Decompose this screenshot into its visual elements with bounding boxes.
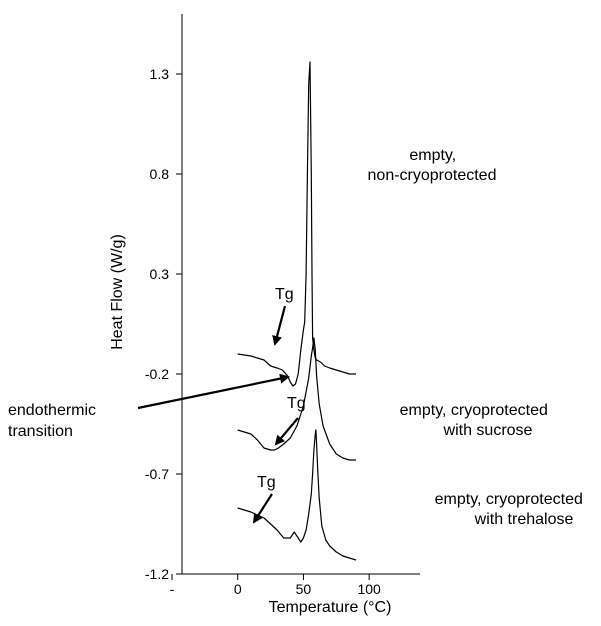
tg-arrow-2 [274,417,299,446]
endothermic-label-line2: transition [8,423,73,440]
y-ticks: 1.3 0.8 0.3 -0.2 -0.7 -1.2 [145,66,182,582]
tg-label-2: Tg [287,395,306,412]
series-group [237,61,357,561]
curve3-label-line2: with trehalose [474,511,574,528]
curve3-label-line1: empty, cryoprotected [435,491,583,508]
series-line-3 [237,429,357,561]
curve1-label-line2: non-cryoprotected [368,167,497,184]
x-tick-label-0: - [170,581,175,597]
curve2-label: empty, cryoprotected with sucrose [400,402,553,439]
y-tick-label-3: -0.2 [145,366,169,382]
curve1-label-line1: empty, [409,147,456,164]
y-tick-label-1: 0.8 [150,166,170,182]
endothermic-label: endothermic transition [8,402,101,440]
tg-arrow-1 [272,305,287,346]
endothermic-arrow [137,373,290,410]
series-line-1 [237,61,356,387]
y-axis-title: Heat Flow (W/g) [109,234,126,350]
tg-label-3: Tg [257,474,276,491]
x-axis-title: Temperature (°C) [269,599,392,616]
curve2-label-line1: empty, cryoprotected [400,402,548,419]
x-ticks: - 0 50 100 [170,574,381,597]
series-line-2 [237,337,356,461]
x-tick-label-3: 100 [357,581,381,597]
y-tick-label-0: 1.3 [150,66,170,82]
y-tick-label-4: -0.7 [145,466,169,482]
curve2-label-line2: with sucrose [443,422,533,439]
curve1-label: empty, non-cryoprotected [368,147,497,184]
tg-arrow-3 [252,493,273,524]
x-tick-label-2: 50 [296,581,312,597]
curve3-label: empty, cryoprotected with trehalose [435,491,588,528]
tg-label-1: Tg [275,286,294,303]
endothermic-label-line1: endothermic [8,402,96,419]
y-tick-label-5: -1.2 [145,566,169,582]
y-tick-label-2: 0.3 [150,266,170,282]
x-tick-label-1: 0 [234,581,242,597]
